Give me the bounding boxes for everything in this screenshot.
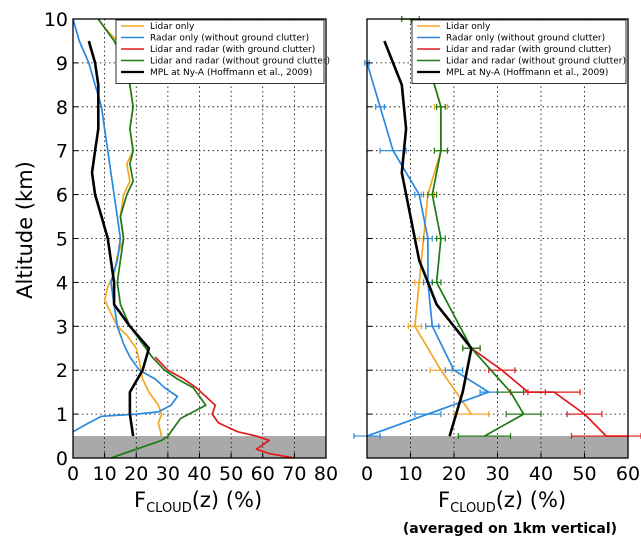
legend-label: Radar only (without ground clutter) bbox=[446, 34, 605, 44]
x-axis-label-left: FCLOUD(z) (%) bbox=[134, 488, 262, 516]
xlabel-sub: CLOUD bbox=[146, 501, 192, 516]
legend-box bbox=[411, 19, 627, 84]
x-tick-label: 30 bbox=[156, 463, 180, 485]
y-tick-label: 0 bbox=[56, 448, 68, 470]
legend: Lidar only Radar only (without ground clu… bbox=[115, 19, 330, 84]
series-line-radar_only bbox=[366, 62, 490, 437]
legend-label: Lidar only bbox=[446, 22, 491, 32]
legend-label: Lidar and radar (without ground clutter) bbox=[150, 57, 330, 67]
y-tick-label: 1 bbox=[56, 404, 68, 426]
x-tick-label: 10 bbox=[93, 463, 117, 485]
xlabel-suffix: (z) (%) bbox=[496, 488, 566, 512]
x-tick-label: 50 bbox=[219, 463, 243, 485]
y-tick-label: 10 bbox=[44, 9, 68, 31]
legend-label: MPL at Ny-A (Hoffmann et al., 2009) bbox=[150, 68, 312, 78]
x-tick-label: 0 bbox=[361, 463, 373, 485]
x-tick-label: 20 bbox=[124, 463, 148, 485]
legend-label: Lidar and radar (without ground clutter) bbox=[446, 57, 626, 67]
legend: Lidar only Radar only (without ground clu… bbox=[411, 19, 627, 84]
legend-label: Lidar and radar (with ground clutter) bbox=[150, 45, 315, 55]
x-tick-label: 50 bbox=[572, 463, 596, 485]
x-tick-label: 40 bbox=[187, 463, 211, 485]
right-panel-note: (averaged on 1km vertical) bbox=[403, 521, 617, 537]
left-panel: 0 10 20 30 40 50 60 70 80 0 1 2 3 4 5 6 7 8 9 10 Lidar only R… bbox=[44, 9, 338, 485]
y-axis-label: Altitude (km) bbox=[13, 161, 37, 299]
x-tick-label: 60 bbox=[251, 463, 275, 485]
xlabel-main: F bbox=[438, 488, 450, 512]
svg-text:FCLOUD(z) (%): FCLOUD(z) (%) bbox=[134, 488, 262, 516]
x-tick-label: 30 bbox=[485, 463, 509, 485]
x-tick-label: 0 bbox=[67, 463, 79, 485]
legend-label: Radar only (without ground clutter) bbox=[150, 34, 309, 44]
legend-label: Lidar only bbox=[150, 22, 195, 32]
xlabel-suffix: (z) (%) bbox=[192, 488, 262, 512]
series-line-lidar_radar_clutter bbox=[154, 356, 295, 459]
series-line-mpl bbox=[383, 40, 473, 437]
y-tick-label: 7 bbox=[56, 141, 68, 163]
x-tick-label: 20 bbox=[442, 463, 466, 485]
x-tick-label: 10 bbox=[398, 463, 422, 485]
y-tick-label: 5 bbox=[56, 229, 68, 251]
y-tick-label: 3 bbox=[56, 316, 68, 338]
x-tick-label: 80 bbox=[314, 463, 338, 485]
x-axis-label-right: FCLOUD(z) (%) bbox=[438, 488, 566, 516]
y-tick-label: 8 bbox=[56, 97, 68, 119]
legend-label: Lidar and radar (with ground clutter) bbox=[446, 45, 611, 55]
y-tick-label: 4 bbox=[56, 272, 68, 294]
x-tick-label: 60 bbox=[616, 463, 640, 485]
y-tick-label: 6 bbox=[56, 185, 68, 207]
series-line-lidar_radar_noclutter bbox=[97, 18, 207, 459]
legend-box bbox=[115, 19, 325, 84]
x-tick-label: 40 bbox=[529, 463, 553, 485]
xlabel-sub: CLOUD bbox=[450, 501, 496, 516]
y-tick-label: 9 bbox=[56, 53, 68, 75]
x-tick-label: 70 bbox=[282, 463, 306, 485]
xlabel-main: F bbox=[134, 488, 146, 512]
series-line-mpl bbox=[87, 40, 151, 437]
svg-text:FCLOUD(z) (%): FCLOUD(z) (%) bbox=[438, 488, 566, 516]
right-panel: 0 10 20 30 40 50 60 Lidar only Radar only (witho… bbox=[353, 16, 641, 485]
legend-label: MPL at Ny-A (Hoffmann et al., 2009) bbox=[446, 68, 608, 78]
y-tick-label: 2 bbox=[56, 360, 68, 382]
